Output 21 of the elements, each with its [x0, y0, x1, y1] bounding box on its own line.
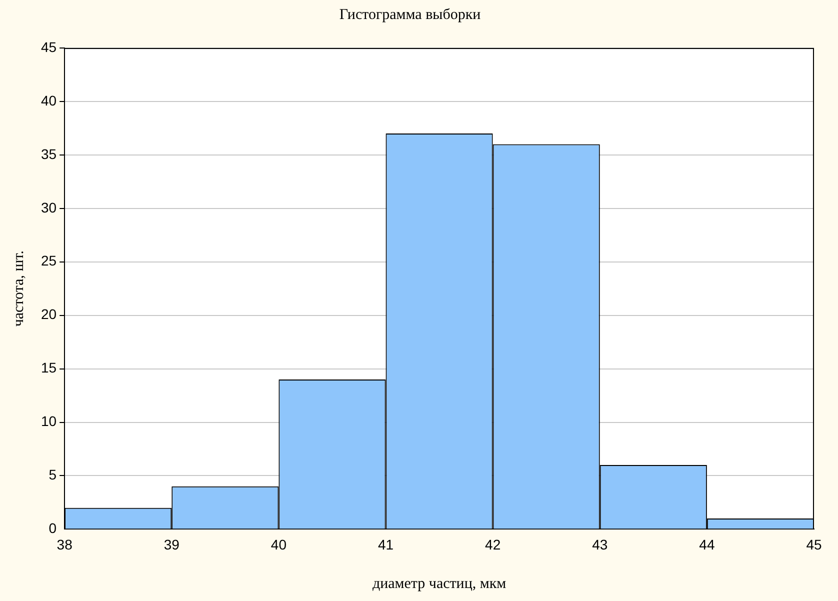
x-tick-label: 41	[378, 536, 394, 552]
y-tick-label: 25	[40, 252, 57, 269]
x-tick-label: 42	[485, 536, 501, 552]
y-tick-label: 30	[40, 199, 57, 216]
y-tick-label: 20	[40, 306, 57, 322]
x-axis-title: диаметр частиц, мкм	[372, 576, 507, 592]
x-tick-label: 38	[56, 536, 73, 552]
y-tick-label: 0	[48, 520, 57, 536]
x-tick-label: 43	[592, 536, 608, 552]
y-axis-title: частота, шт.	[10, 250, 27, 327]
x-tick-label: 40	[270, 536, 287, 552]
y-tick-label: 45	[40, 38, 57, 55]
x-tick-label: 44	[699, 536, 715, 552]
y-tick-label: 35	[40, 146, 57, 162]
y-tick-label: 5	[48, 466, 57, 483]
y-tick-label: 40	[40, 92, 57, 108]
x-tick-label: 39	[164, 536, 180, 552]
x-tick-label: 45	[806, 536, 822, 552]
chart-title: Гистограмма выборки	[339, 6, 481, 23]
y-tick-label: 10	[40, 413, 57, 430]
y-tick-label: 15	[40, 360, 57, 376]
